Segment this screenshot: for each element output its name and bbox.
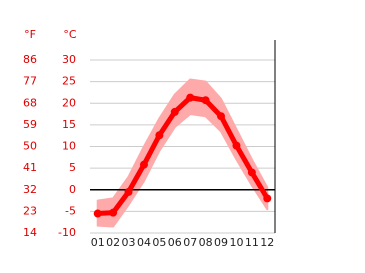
x-tick-label: 09 [214, 236, 228, 249]
y-tick-label: -10 [58, 226, 76, 239]
y-tick-label: 15 [62, 118, 76, 131]
y-tick-label: 10 [62, 140, 76, 153]
mean-point [170, 107, 179, 116]
x-tick-label: 10 [229, 236, 243, 249]
x-tick-label: 03 [122, 236, 136, 249]
x-tick-label: 01 [91, 236, 105, 249]
mean-point [217, 112, 226, 121]
y-tick-label: 30 [62, 53, 76, 66]
y-axis-label: °C [63, 28, 77, 41]
mean-point [263, 194, 272, 203]
x-tick-label: 02 [106, 236, 120, 249]
y2-tick-label: 68 [23, 96, 37, 109]
y2-tick-label: 14 [23, 226, 37, 239]
y-tick-label: 5 [69, 161, 76, 174]
mean-point [232, 141, 241, 150]
x-tick-label: 11 [245, 236, 259, 249]
y2-tick-label: 23 [23, 204, 37, 217]
y2-tick-label: 77 [23, 75, 37, 88]
mean-point [124, 187, 133, 196]
x-tick-label: 05 [152, 236, 166, 249]
y-tick-label: -5 [65, 204, 76, 217]
x-tick-label: 07 [183, 236, 197, 249]
mean-point [155, 131, 164, 140]
y-tick-label: 20 [62, 96, 76, 109]
mean-point [247, 168, 256, 177]
y-tick-label: 0 [69, 183, 76, 196]
mean-point [93, 209, 102, 218]
y2-tick-label: 32 [23, 183, 37, 196]
x-tick-label: 06 [168, 236, 182, 249]
y2-tick-label: 50 [23, 140, 37, 153]
y2-tick-label: 59 [23, 118, 37, 131]
x-tick-label: 12 [260, 236, 274, 249]
y2-tick-label: 41 [23, 161, 37, 174]
x-tick-label: 08 [199, 236, 213, 249]
y-tick-label: 25 [62, 75, 76, 88]
x-tick-label: 04 [137, 236, 151, 249]
y2-tick-label: 86 [23, 53, 37, 66]
mean-point [186, 93, 195, 102]
y2-axis-label: °F [24, 28, 36, 41]
mean-line [97, 95, 270, 217]
mean-point [109, 208, 118, 217]
mean-point [139, 160, 148, 169]
mean-point [201, 96, 210, 105]
